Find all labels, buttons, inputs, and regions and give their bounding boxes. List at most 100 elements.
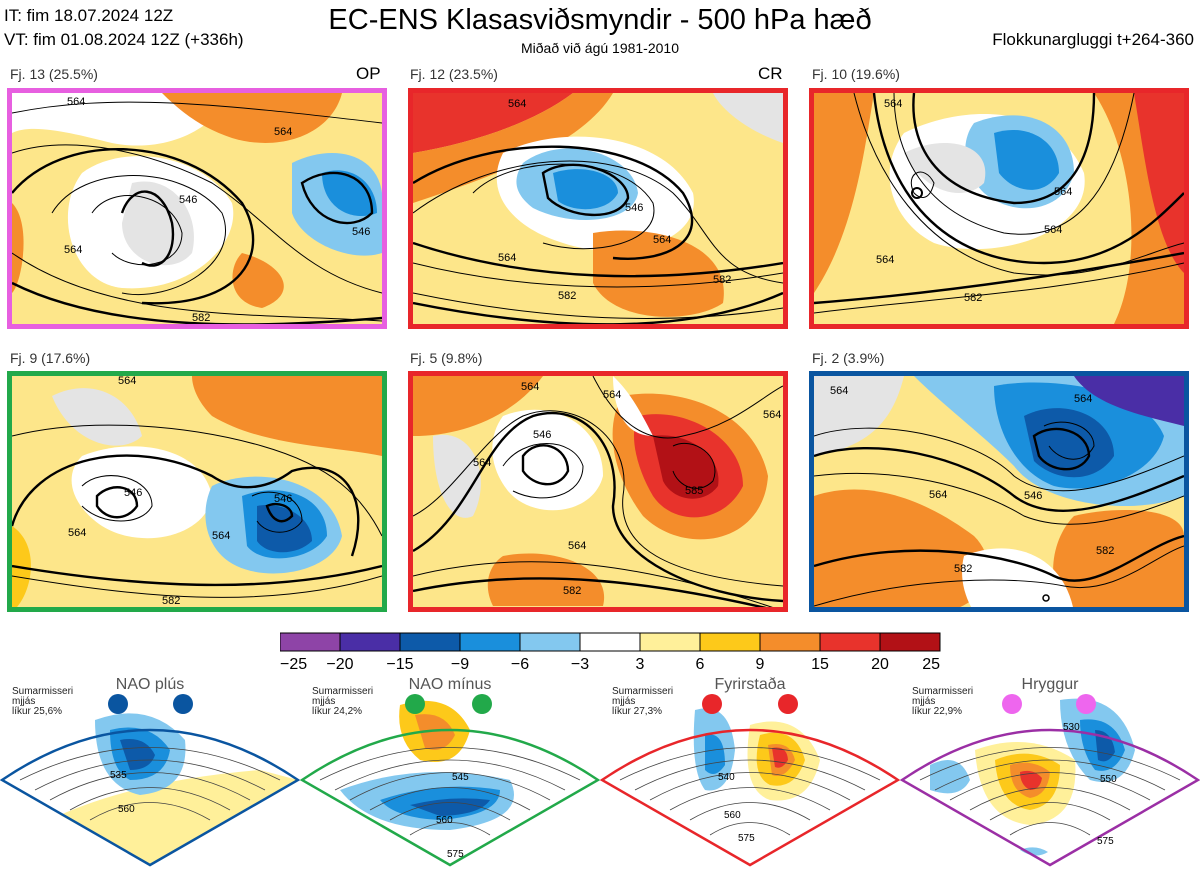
contour-label: 564	[118, 376, 136, 387]
contour-label: 582	[1096, 545, 1114, 557]
colorbar-tick-label: −9	[451, 656, 469, 673]
contour-label: 564	[67, 96, 85, 108]
regime-name: NAO mínus	[408, 676, 492, 693]
colorbar-tick-label: 6	[696, 656, 705, 673]
regime-contour-label: 550	[1100, 774, 1117, 785]
contour-label: 564	[212, 530, 230, 542]
contour-label: 564	[64, 244, 82, 256]
panel-2-label: Fj. 12 (23.5%)	[410, 66, 498, 82]
page-subtitle: Miðað við ágú 1981-2010	[520, 40, 679, 56]
contour-label: 564	[929, 489, 947, 501]
map-3-graphic: 564 564 564 564 582	[814, 93, 1184, 324]
regime-name: Fyrirstaða	[714, 676, 786, 693]
contour-label: 582	[192, 312, 210, 324]
contour-label: 564	[1074, 393, 1092, 405]
regime-map-graphic: 545 560 575	[299, 694, 601, 867]
panel-2-tag: CR	[758, 64, 783, 83]
contour-label: 564	[568, 540, 586, 552]
contour-label: 546	[124, 487, 142, 499]
contour-label: 582	[713, 274, 731, 286]
contour-label: 582	[558, 290, 576, 302]
regime-contour-label: 575	[1097, 836, 1114, 847]
regime-contour-label: 530	[1063, 722, 1080, 733]
contour-label: 564	[473, 457, 491, 469]
colorbar-tick-label: −20	[326, 656, 353, 673]
colorbar-tick-label: 20	[871, 656, 889, 673]
regime-nao-minus[interactable]: NAO mínus Sumarmisseri mjjás líkur 24,2%…	[299, 630, 601, 870]
regime-name: Hryggur	[1021, 676, 1079, 693]
cluster-map-1[interactable]: 564 546 564 564 582 546	[7, 88, 387, 329]
colorbar-graphic: −25 −20 −15 −9 −6 −3 3 6 9 15 20 25	[280, 632, 941, 673]
regime-nao-plus[interactable]: NAO plús Sumarmisseri mjjás líkur 25,6% …	[0, 630, 301, 870]
contour-label: 564	[508, 98, 526, 110]
contour-label: 564	[498, 252, 516, 264]
colorbar-tick-label: 15	[811, 656, 829, 673]
contour-label: 564	[876, 254, 894, 266]
regime-contour-label: 535	[110, 770, 127, 781]
regime-blocking[interactable]: Fyrirstaða Sumarmisseri mjjás líkur 27,3…	[599, 630, 901, 870]
panel-3-label: Fj. 10 (19.6%)	[812, 66, 900, 82]
initial-time: IT: fim 18.07.2024 12Z	[4, 6, 174, 25]
contour-label: 564	[763, 409, 781, 421]
contour-label: 564	[653, 234, 671, 246]
regime-info: Sumarmisseri mjjás líkur 25,6%	[12, 686, 74, 717]
colorbar-tick-label: −6	[511, 656, 529, 673]
contour-label: 582	[964, 292, 982, 304]
classification-window: Flokkunargluggi t+264-360	[992, 30, 1194, 49]
regime-map-graphic: 535 560	[0, 694, 301, 867]
regime-info: Sumarmisseri mjjás líkur 24,2%	[312, 686, 374, 717]
contour-label: 564	[1044, 224, 1062, 236]
regime-name: NAO plús	[115, 676, 185, 693]
regime-info: Sumarmisseri mjjás líkur 27,3%	[612, 686, 674, 717]
page-title: EC-ENS Klasasviðsmyndir - 500 hPa hæð	[328, 4, 872, 36]
contour-label: 564	[603, 389, 621, 401]
panel-1-label: Fj. 13 (25.5%)	[10, 66, 98, 82]
regime-contour-label: 560	[118, 804, 135, 815]
regime-contour-label: 545	[452, 772, 469, 783]
cluster-map-5[interactable]: 564 546 564 585 564 582 564 564	[408, 371, 788, 612]
regime-contour-label: 575	[738, 833, 755, 844]
contour-label: 582	[563, 585, 581, 597]
colorbar-tick-label: 25	[922, 656, 940, 673]
regime-contour-label: 575	[447, 849, 464, 860]
regime-map-graphic: 540 560 575	[599, 694, 901, 867]
cluster-map-4[interactable]: 564 546 546 564 564 582	[7, 371, 387, 612]
anomaly-colorbar: −25 −20 −15 −9 −6 −3 3 6 9 15 20 25	[280, 632, 960, 674]
contour-label: 564	[274, 126, 292, 138]
contour-label: 564	[1054, 186, 1072, 198]
cluster-map-6[interactable]: 564 564 546 564 582 582	[809, 371, 1189, 612]
map-5-graphic: 564 546 564 585 564 582 564 564	[413, 376, 783, 607]
contour-label: 564	[68, 527, 86, 539]
contour-label: 585	[685, 485, 703, 497]
colorbar-tick-label: 3	[636, 656, 645, 673]
contour-label: 564	[830, 385, 848, 397]
contour-label: 582	[162, 595, 180, 607]
cluster-map-3[interactable]: 564 564 564 564 582	[809, 88, 1189, 329]
regime-ridge[interactable]: Hryggur Sumarmisseri mjjás líkur 22,9% 5…	[899, 630, 1200, 870]
colorbar-swatch	[879, 632, 941, 652]
contour-label: 546	[1024, 490, 1042, 502]
contour-label: 564	[884, 98, 902, 110]
regime-contour-label: 560	[724, 810, 741, 821]
contour-label: 546	[179, 194, 197, 206]
contour-label: 564	[521, 381, 539, 393]
valid-time: VT: fim 01.08.2024 12Z (+336h)	[4, 30, 244, 49]
panel-1-tag: OP	[356, 64, 381, 83]
colorbar-tick-label: −3	[571, 656, 589, 673]
contour-label: 546	[274, 493, 292, 505]
regime-contour-label: 540	[718, 772, 735, 783]
regime-map-graphic: 530 550 575	[899, 694, 1200, 867]
panel-4-label: Fj. 9 (17.6%)	[10, 350, 91, 366]
map-4-graphic: 564 546 546 564 564 582	[12, 376, 382, 607]
panel-6-label: Fj. 2 (3.9%)	[812, 350, 885, 366]
contour-label: 546	[625, 202, 643, 214]
map-1-graphic: 564 546 564 564 582 546	[12, 93, 382, 324]
cluster-map-2[interactable]: 564 546 564 564 582 582	[408, 88, 788, 329]
map-2-graphic: 564 546 564 564 582 582	[413, 93, 783, 324]
contour-label: 546	[533, 429, 551, 441]
regime-info: Sumarmisseri mjjás líkur 22,9%	[912, 686, 974, 717]
contour-label: 582	[954, 563, 972, 575]
panel-5-label: Fj. 5 (9.8%)	[410, 350, 483, 366]
colorbar-tick-label: −15	[386, 656, 413, 673]
colorbar-tick-label: 9	[756, 656, 765, 673]
